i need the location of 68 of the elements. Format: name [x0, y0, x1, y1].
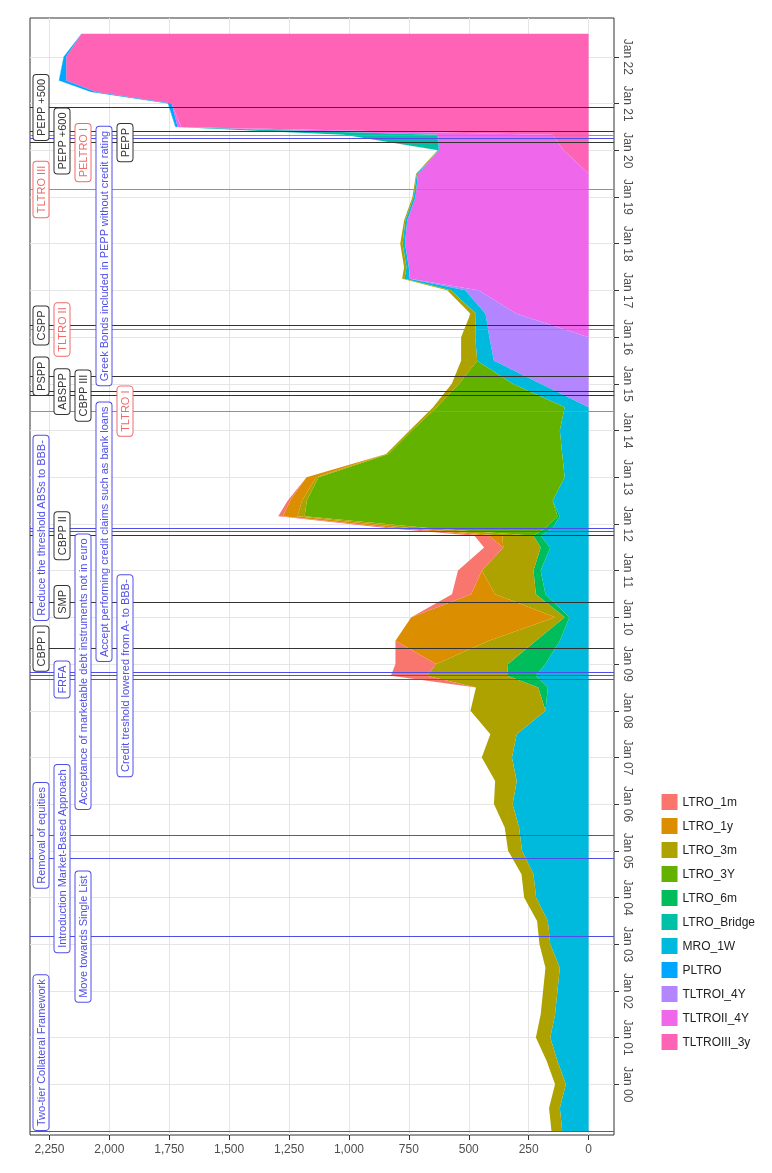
ref-line-label: Move towards Single List	[77, 875, 89, 998]
x-tick-label: 500	[458, 1142, 480, 1156]
legend-label: MRO_1W	[682, 939, 736, 953]
x-tick-label: 1,500	[214, 1142, 245, 1156]
x-tick-label: 1,000	[333, 1142, 365, 1156]
y-tick-label: Jan 04	[621, 879, 635, 916]
ref-line-label: TLTRO III	[35, 165, 47, 214]
ref-line-label: Credit treshold lowered from A- to BBB-	[119, 579, 131, 773]
ref-line-label: PEPP +500	[35, 79, 47, 136]
legend-label: TLTROIII_3y	[682, 1035, 751, 1049]
y-tick-label: Jan 19	[621, 178, 635, 216]
y-tick-label: Jan 02	[621, 972, 635, 1010]
y-tick-label: Jan 03	[621, 926, 635, 963]
y-tick-label: Jan 10	[621, 599, 635, 636]
y-tick-label: Jan 13	[621, 459, 635, 496]
x-tick-label: 0	[585, 1142, 593, 1156]
y-tick-label: Jan 21	[621, 85, 635, 122]
legend-label: LTRO_3m	[682, 843, 737, 857]
ref-line-label: CBPP I	[35, 630, 47, 667]
ref-line-label: Introduction Market-Based Approach	[56, 769, 68, 948]
ref-line-label: ABSPP	[56, 373, 68, 410]
y-tick-label: Jan 01	[621, 1019, 635, 1056]
ref-line-label: TLTRO II	[56, 307, 68, 352]
ref-line-label: Accept performing credit claims such as bank loans	[98, 405, 110, 658]
ref-line-label: PEPP +600	[56, 112, 68, 170]
ref-line-label: CBPP III	[77, 374, 89, 417]
ref-line-label: CBPP II	[56, 516, 68, 556]
legend-label: PLTRO	[682, 963, 722, 977]
y-tick-label: Jan 07	[621, 739, 635, 776]
ref-line-label: PELTRO I	[77, 128, 89, 178]
y-tick-label: Jan 06	[621, 786, 635, 823]
x-tick-label: 250	[518, 1142, 540, 1156]
ref-line-label: Removal of equities	[35, 786, 47, 884]
legend-label: LTRO_3Y	[682, 867, 735, 881]
ref-line-label: PSPP	[35, 361, 47, 391]
y-tick-label: Jan 15	[621, 365, 635, 403]
y-tick-label: Jan 09	[621, 645, 635, 683]
x-tick-label: 1,250	[274, 1142, 305, 1156]
ref-line-label: Reduce the threshold ABSs to BBB-	[35, 439, 47, 616]
ref-line-label: PEPP	[119, 127, 131, 158]
legend-label: LTRO_1y	[682, 819, 733, 833]
y-tick-label: Jan 11	[621, 553, 635, 589]
y-tick-label: Jan 08	[621, 692, 635, 730]
ref-line-label: TLTRO I	[119, 390, 131, 432]
x-tick-label: 1,750	[154, 1142, 185, 1156]
x-tick-label: 2,000	[94, 1142, 125, 1156]
x-tick-label: 750	[398, 1142, 420, 1156]
ref-line-label: CSPP	[35, 310, 47, 341]
y-tick-label: Jan 16	[621, 319, 635, 356]
legend-label: LTRO_1m	[682, 795, 737, 809]
y-tick-label: Jan 18	[621, 225, 635, 263]
y-tick-label: Jan 17	[621, 272, 635, 309]
legend-label: LTRO_6m	[682, 891, 737, 905]
legend-label: TLTROI_4Y	[682, 987, 746, 1001]
ref-line-label: Greek Bonds included in PEPP without credit rating	[98, 130, 110, 382]
ref-line-label: Two-tier Collateral Framework	[35, 978, 47, 1127]
legend-label: TLTROII_4Y	[682, 1011, 749, 1025]
ref-line-label: SMP	[56, 590, 68, 614]
x-tick-label: 2,250	[34, 1142, 65, 1156]
y-tick-label: Jan 20	[621, 132, 635, 169]
y-tick-label: Jan 05	[621, 832, 635, 870]
y-tick-label: Jan 12	[621, 505, 635, 543]
y-tick-label: Jan 22	[621, 38, 635, 76]
ref-line-label: Acceptance of marketable debt instruments not in euro	[77, 538, 89, 806]
ref-line-label: FRFA	[56, 664, 68, 694]
y-tick-label: Jan 14	[621, 412, 635, 449]
y-tick-label: Jan 00	[621, 1066, 635, 1103]
legend-label: LTRO_Bridge	[682, 915, 756, 929]
